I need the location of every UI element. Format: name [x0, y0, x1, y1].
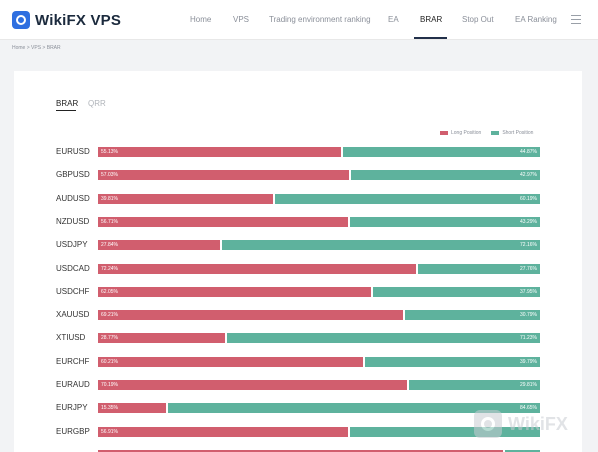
pair-row: EURAUD 70.19% 29.81% [0, 380, 598, 390]
pair-row: AUDUSD 39.81% 60.19% [0, 193, 598, 204]
pair-label: EURGBP [56, 426, 90, 436]
watermark-logo-icon [474, 410, 502, 438]
chart-legend: Long Position Short Position [440, 130, 543, 136]
active-nav-indicator [414, 37, 447, 39]
long-position-bar: 39.81% [98, 193, 273, 204]
pair-label: GBPUSD [56, 170, 90, 180]
short-position-bar: 42.97% [351, 170, 540, 181]
pair-label: EURJPY [56, 403, 88, 413]
tab-brar[interactable]: BRAR [56, 99, 79, 108]
watermark-text: WikiFX [508, 413, 568, 434]
nav-ea[interactable]: EA [388, 15, 399, 24]
long-position-bar: 56.71% [98, 216, 348, 227]
long-position-bar: 69.21% [98, 310, 403, 321]
content-card [14, 71, 582, 452]
long-position-bar: 70.19% [98, 380, 407, 390]
nav-trading-environment-ranking[interactable]: Trading environment ranking [269, 15, 371, 24]
pair-row: NZDUSD 56.71% 43.29% [0, 216, 598, 227]
breadcrumb: Home > VPS > BRAR [12, 45, 61, 51]
long-position-bar [98, 449, 503, 452]
top-navigation-bar: WikiFX VPS Home VPS Trading environment … [0, 0, 598, 40]
pair-row: EURGBP 56.91% [0, 426, 598, 437]
pair-row: USDJPY 27.84% 72.16% [0, 240, 598, 251]
nav-stop-out[interactable]: Stop Out [462, 15, 494, 24]
long-position-bar: 27.84% [98, 240, 220, 251]
active-tab-indicator [56, 110, 76, 111]
pair-row [0, 449, 598, 452]
legend-short-swatch [491, 131, 500, 135]
pair-row: USDCAD 72.24% 27.76% [0, 263, 598, 274]
pair-label: AUDUSD [56, 193, 90, 203]
short-position-bar: 72.16% [222, 240, 540, 251]
pair-row: XTIUSD 28.77% 71.23% [0, 333, 598, 344]
wikifx-logo-icon [12, 11, 30, 29]
short-position-bar: 44.87% [343, 147, 540, 157]
nav-home[interactable]: Home [190, 15, 212, 24]
logo-text: WikiFX VPS [35, 11, 122, 29]
pair-label: NZDUSD [56, 216, 90, 226]
nav-ea-ranking[interactable]: EA Ranking [515, 15, 557, 24]
short-position-bar: 71.23% [227, 333, 540, 344]
short-position-bar: 43.29% [350, 216, 540, 227]
pair-label: USDCHF [56, 286, 90, 296]
short-position-bar: 30.79% [405, 310, 540, 321]
short-position-bar [505, 449, 540, 452]
long-position-bar: 72.24% [98, 263, 416, 274]
short-position-bar: 27.76% [418, 263, 540, 274]
pair-row: EURUSD 55.13% 44.87% [0, 147, 598, 157]
legend-long-swatch [440, 131, 448, 135]
pair-label: EURUSD [56, 147, 90, 156]
pair-row: USDCHF 62.05% 37.95% [0, 286, 598, 297]
nav-vps[interactable]: VPS [233, 15, 250, 24]
pair-row: XAUUSD 69.21% 30.79% [0, 310, 598, 321]
legend-short-label: Short Position [502, 130, 534, 136]
long-position-bar: 28.77% [98, 333, 225, 344]
pair-row: EURJPY 15.35% 84.65% [0, 403, 598, 414]
pair-label: XTIUSD [56, 333, 86, 343]
short-position-bar [350, 426, 540, 437]
short-position-bar: 29.81% [409, 380, 540, 390]
tab-qrr[interactable]: QRR [88, 99, 106, 108]
pair-label: XAUUSD [56, 310, 90, 320]
short-position-bar: 39.79% [365, 356, 540, 367]
short-position-bar: 37.95% [373, 286, 540, 297]
pair-label: USDJPY [56, 240, 88, 250]
pair-label: EURAUD [56, 380, 90, 389]
long-position-bar: 55.13% [98, 147, 341, 157]
long-position-bar: 57.03% [98, 170, 349, 181]
nav-brar[interactable]: BRAR [420, 15, 443, 24]
wikifx-logo[interactable]: WikiFX VPS [12, 10, 121, 30]
menu-icon[interactable] [571, 15, 581, 25]
pair-row: GBPUSD 57.03% 42.97% [0, 170, 598, 181]
long-position-bar: 56.91% [98, 426, 348, 437]
short-position-bar: 84.65% [168, 403, 540, 414]
pair-label: EURCHF [56, 356, 90, 366]
long-position-bar: 62.05% [98, 286, 371, 297]
wikifx-watermark: WikiFX [474, 410, 568, 438]
pair-label: USDCAD [56, 263, 90, 273]
pair-row: EURCHF 60.21% 39.79% [0, 356, 598, 367]
long-position-bar: 15.35% [98, 403, 166, 414]
legend-long-label: Long Position [451, 130, 482, 136]
long-position-bar: 60.21% [98, 356, 363, 367]
short-position-bar: 60.19% [275, 193, 540, 204]
